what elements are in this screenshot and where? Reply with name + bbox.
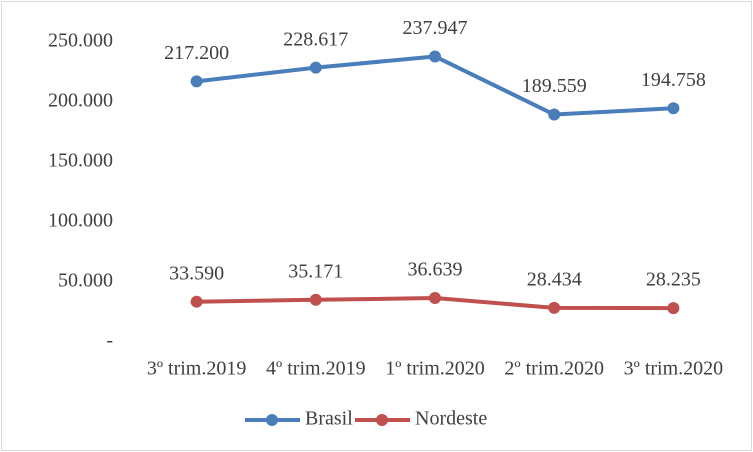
y-tick-label: - (106, 330, 113, 352)
point (548, 108, 561, 121)
y-tick-label: 250.000 (48, 30, 113, 52)
x-tick-label: 4º trim.2019 (266, 358, 366, 380)
data-label: 35.171 (288, 260, 343, 282)
point (429, 292, 441, 305)
legend-label: Brasil (305, 408, 353, 430)
y-tick-label: 50.000 (58, 270, 113, 292)
legend-label: Nordeste (415, 408, 487, 430)
legend-marker (266, 414, 278, 426)
x-tick-label: 2º trim.2020 (504, 358, 604, 380)
data-label: 194.758 (641, 69, 706, 91)
y-tick-label: 200.000 (48, 90, 113, 112)
x-tick-label: 1º trim.2020 (385, 358, 485, 380)
data-label: 36.639 (408, 259, 463, 281)
point (667, 102, 680, 115)
point (309, 293, 322, 306)
data-label: 28.434 (527, 268, 582, 290)
point (190, 295, 203, 308)
legend-marker (376, 414, 388, 426)
point (190, 75, 203, 88)
y-tick-label: 100.000 (48, 210, 113, 232)
point (548, 301, 561, 314)
data-label: 33.590 (169, 262, 224, 284)
data-label: 217.200 (164, 42, 229, 64)
y-tick-label: 150.000 (48, 150, 113, 172)
data-label: 237.947 (403, 17, 468, 39)
x-tick-label: 3º trim.2019 (147, 358, 247, 380)
point (429, 50, 441, 63)
data-label: 28.235 (646, 269, 701, 291)
point (309, 61, 322, 74)
x-tick-label: 3º trim.2020 (624, 358, 724, 380)
point (667, 302, 680, 315)
data-label: 228.617 (283, 28, 348, 50)
data-label: 189.559 (522, 75, 587, 97)
